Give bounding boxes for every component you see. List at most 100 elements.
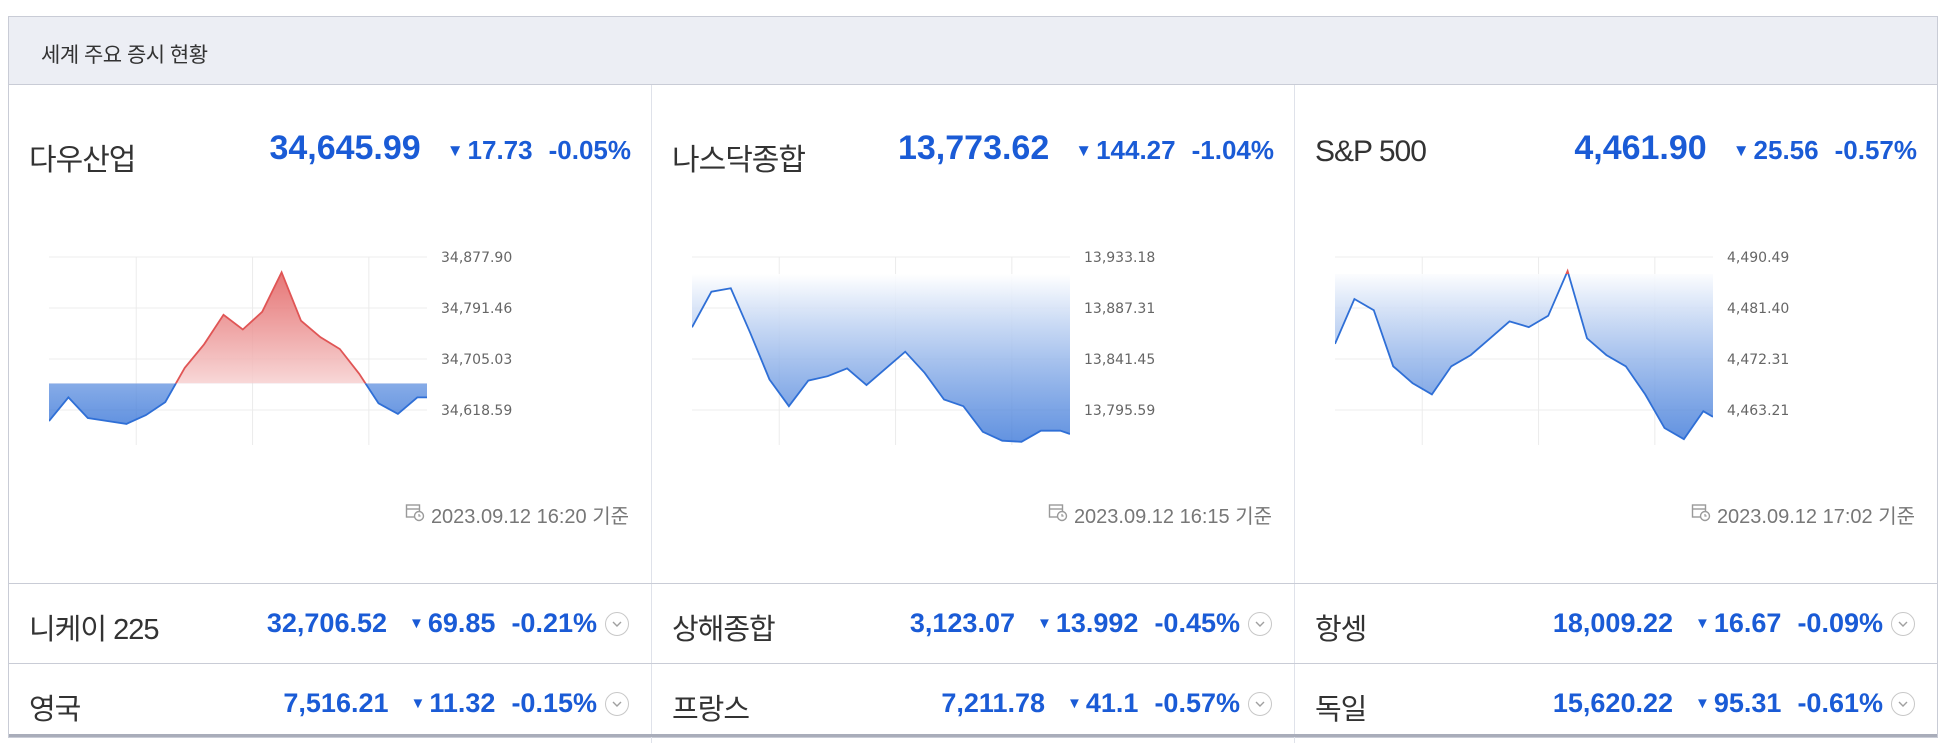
index-value: 7,211.78 — [941, 688, 1046, 718]
index-values: 7,516.21 ▼ 11.32 -0.15% — [283, 688, 629, 719]
index-values: 34,645.99 ▼ 17.73 -0.05% — [269, 129, 631, 168]
index-values: 18,009.22 ▼ 16.67 -0.09% — [1553, 608, 1915, 639]
index-name: 독일 — [1315, 694, 1367, 726]
y-tick-label: 34,877.90 — [441, 250, 512, 266]
index-panel-nasdaq[interactable]: 나스닥종합 13,773.62 ▼ 144.27 -1.04% 13,933.1… — [652, 85, 1295, 583]
index-percent: -0.57% — [1154, 688, 1240, 718]
y-tick-label: 4,481.40 — [1727, 301, 1789, 317]
index-change: 144.27 — [1096, 135, 1176, 165]
as-of-time: 2023.09.12 16:15 기준 — [1048, 500, 1272, 529]
index-percent: -0.09% — [1797, 608, 1883, 638]
y-tick-label: 34,618.59 — [441, 403, 512, 419]
index-values: 3,123.07 ▼ 13.992 -0.45% — [910, 608, 1272, 639]
down-arrow-icon: ▼ — [1695, 615, 1710, 632]
y-tick-label: 4,463.21 — [1727, 403, 1789, 419]
index-change: 95.31 — [1713, 688, 1782, 718]
index-name: 나스닥종합 — [672, 144, 806, 177]
index-values: 15,620.22 ▼ 95.31 -0.61% — [1553, 688, 1915, 719]
area-down — [49, 383, 427, 424]
index-percent: -0.57% — [1834, 135, 1917, 165]
down-arrow-icon: ▼ — [1067, 695, 1082, 712]
widget-title: 세계 주요 증시 현황 — [41, 44, 208, 67]
index-value: 7,516.21 — [283, 688, 389, 718]
chevron-down-circle-icon[interactable] — [605, 611, 629, 636]
y-tick-label: 13,841.45 — [1084, 352, 1155, 368]
index-panel-dow[interactable]: 다우산업 34,645.99 ▼ 17.73 -0.05% 34,877.90 3… — [9, 85, 652, 583]
index-value: 18,009.22 — [1552, 608, 1673, 638]
index-value: 4,461.90 — [1574, 129, 1707, 167]
index-percent: -0.05% — [548, 135, 631, 165]
intraday-chart[interactable]: 34,877.9034,791.4634,705.0334,618.5934,5… — [9, 205, 652, 445]
index-cell-shanghai[interactable]: 상해종합 3,123.07 ▼ 13.992 -0.45% — [652, 584, 1295, 663]
chevron-down-circle-icon[interactable] — [1248, 691, 1272, 716]
down-arrow-icon: ▼ — [409, 615, 424, 632]
index-value: 34,645.99 — [269, 129, 421, 167]
y-tick-label: 34,705.03 — [441, 352, 512, 368]
index-cell-hangseng[interactable]: 항셍 18,009.22 ▼ 16.67 -0.09% — [1295, 584, 1937, 663]
as-of-label: 2023.09.12 16:20 기준 — [430, 506, 629, 528]
index-change: 69.85 — [427, 608, 496, 638]
index-cell-uk[interactable]: 영국 7,516.21 ▼ 11.32 -0.15% — [9, 664, 652, 743]
y-tick-label: 13,795.59 — [1084, 403, 1155, 419]
index-values: 7,211.78 ▼ 41.1 -0.57% — [941, 688, 1272, 719]
index-percent: -1.04% — [1191, 135, 1274, 165]
index-cell-nikkei[interactable]: 니케이 225 32,706.52 ▼ 69.85 -0.21% — [9, 584, 652, 663]
index-value: 15,620.22 — [1552, 688, 1673, 718]
calendar-clock-icon — [1048, 502, 1068, 528]
index-values: 32,706.52 ▼ 69.85 -0.21% — [267, 608, 629, 639]
index-change: 16.67 — [1713, 608, 1782, 638]
down-arrow-icon: ▼ — [410, 695, 426, 712]
index-percent: -0.15% — [511, 688, 597, 718]
intraday-chart[interactable]: 4,490.494,481.404,472.314,463.214,454.12… — [1295, 205, 1937, 445]
area-down — [692, 274, 1070, 442]
index-cell-germany[interactable]: 독일 15,620.22 ▼ 95.31 -0.61% — [1295, 664, 1937, 743]
calendar-clock-icon — [1691, 502, 1711, 528]
index-name: 니케이 225 — [29, 614, 159, 646]
index-change: 25.56 — [1753, 135, 1819, 165]
index-panel-sp500[interactable]: S&P 500 4,461.90 ▼ 25.56 -0.57% 4,490.49… — [1295, 85, 1937, 583]
index-name: 영국 — [29, 694, 81, 726]
as-of-time: 2023.09.12 17:02 기준 — [1691, 500, 1915, 529]
chevron-down-circle-icon[interactable] — [1891, 611, 1915, 636]
down-arrow-icon: ▼ — [1695, 695, 1710, 712]
index-name: 프랑스 — [672, 694, 750, 726]
index-name: S&P 500 — [1315, 135, 1427, 168]
y-tick-label: 4,472.31 — [1727, 352, 1789, 368]
chevron-down-circle-icon[interactable] — [1248, 611, 1272, 636]
down-arrow-icon: ▼ — [1075, 141, 1093, 160]
intraday-chart[interactable]: 13,933.1813,887.3113,841.4513,795.5913,7… — [652, 205, 1295, 445]
index-name: 상해종합 — [672, 614, 776, 646]
index-cell-france[interactable]: 프랑스 7,211.78 ▼ 41.1 -0.57% — [652, 664, 1295, 743]
y-tick-label: 4,490.49 — [1727, 250, 1789, 266]
as-of-label: 2023.09.12 16:15 기준 — [1073, 506, 1272, 528]
series-line-down — [49, 383, 427, 425]
index-value: 32,706.52 — [266, 608, 387, 638]
index-values: 4,461.90 ▼ 25.56 -0.57% — [1574, 129, 1917, 168]
bottom-divider — [9, 734, 1937, 737]
as-of-time: 2023.09.12 16:20 기준 — [405, 500, 629, 529]
y-tick-label: 13,887.31 — [1084, 301, 1155, 317]
as-of-label: 2023.09.12 17:02 기준 — [1716, 506, 1915, 528]
index-change: 11.32 — [429, 688, 496, 718]
index-change: 17.73 — [467, 135, 533, 165]
y-tick-label: 13,933.18 — [1084, 250, 1155, 266]
index-change: 41.1 — [1085, 688, 1139, 718]
series-line-down — [692, 287, 1070, 443]
series-line-down — [1335, 273, 1713, 441]
chevron-down-circle-icon[interactable] — [1891, 691, 1915, 716]
chevron-down-circle-icon[interactable] — [605, 691, 629, 716]
widget-header: 세계 주요 증시 현황 — [9, 17, 1937, 85]
down-arrow-icon: ▼ — [1732, 141, 1750, 160]
index-values: 13,773.62 ▼ 144.27 -1.04% — [898, 129, 1274, 168]
down-arrow-icon: ▼ — [446, 141, 464, 160]
area-up — [175, 272, 366, 384]
index-percent: -0.21% — [511, 608, 597, 638]
world-market-widget: 세계 주요 증시 현황 다우산업 34,645.99 ▼ 17.73 -0.05… — [8, 16, 1938, 743]
index-value: 3,123.07 — [909, 608, 1015, 638]
index-row: 영국 7,516.21 ▼ 11.32 -0.15% 프랑스 7,211.78 … — [9, 663, 1937, 743]
index-percent: -0.45% — [1154, 608, 1240, 638]
index-change: 13.992 — [1055, 608, 1139, 638]
area-down — [1335, 273, 1713, 440]
area-up — [692, 274, 1070, 275]
index-row: 니케이 225 32,706.52 ▼ 69.85 -0.21% 상해종합 3,… — [9, 583, 1937, 663]
